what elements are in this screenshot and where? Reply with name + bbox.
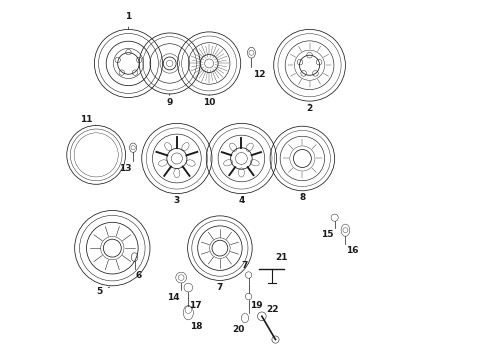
Text: 10: 10 — [203, 95, 215, 107]
Text: 3: 3 — [174, 196, 180, 205]
Text: 16: 16 — [346, 246, 359, 255]
Text: 7: 7 — [217, 283, 223, 292]
Text: 5: 5 — [97, 287, 110, 296]
Text: 7: 7 — [241, 261, 247, 270]
Text: 13: 13 — [119, 164, 131, 173]
Text: 8: 8 — [299, 193, 305, 202]
Text: 15: 15 — [321, 230, 334, 239]
Text: 14: 14 — [168, 293, 180, 302]
Text: 18: 18 — [190, 321, 203, 330]
Text: 12: 12 — [253, 70, 266, 79]
Text: 9: 9 — [167, 94, 173, 107]
Text: 6: 6 — [135, 271, 142, 280]
Text: 11: 11 — [80, 115, 96, 126]
Text: 17: 17 — [190, 301, 202, 310]
Text: 1: 1 — [125, 12, 132, 30]
Text: 2: 2 — [306, 104, 313, 113]
Text: 19: 19 — [250, 301, 263, 310]
Text: 21: 21 — [275, 253, 288, 262]
Text: 20: 20 — [232, 324, 245, 333]
Text: 4: 4 — [238, 196, 245, 205]
Text: 22: 22 — [267, 306, 279, 315]
